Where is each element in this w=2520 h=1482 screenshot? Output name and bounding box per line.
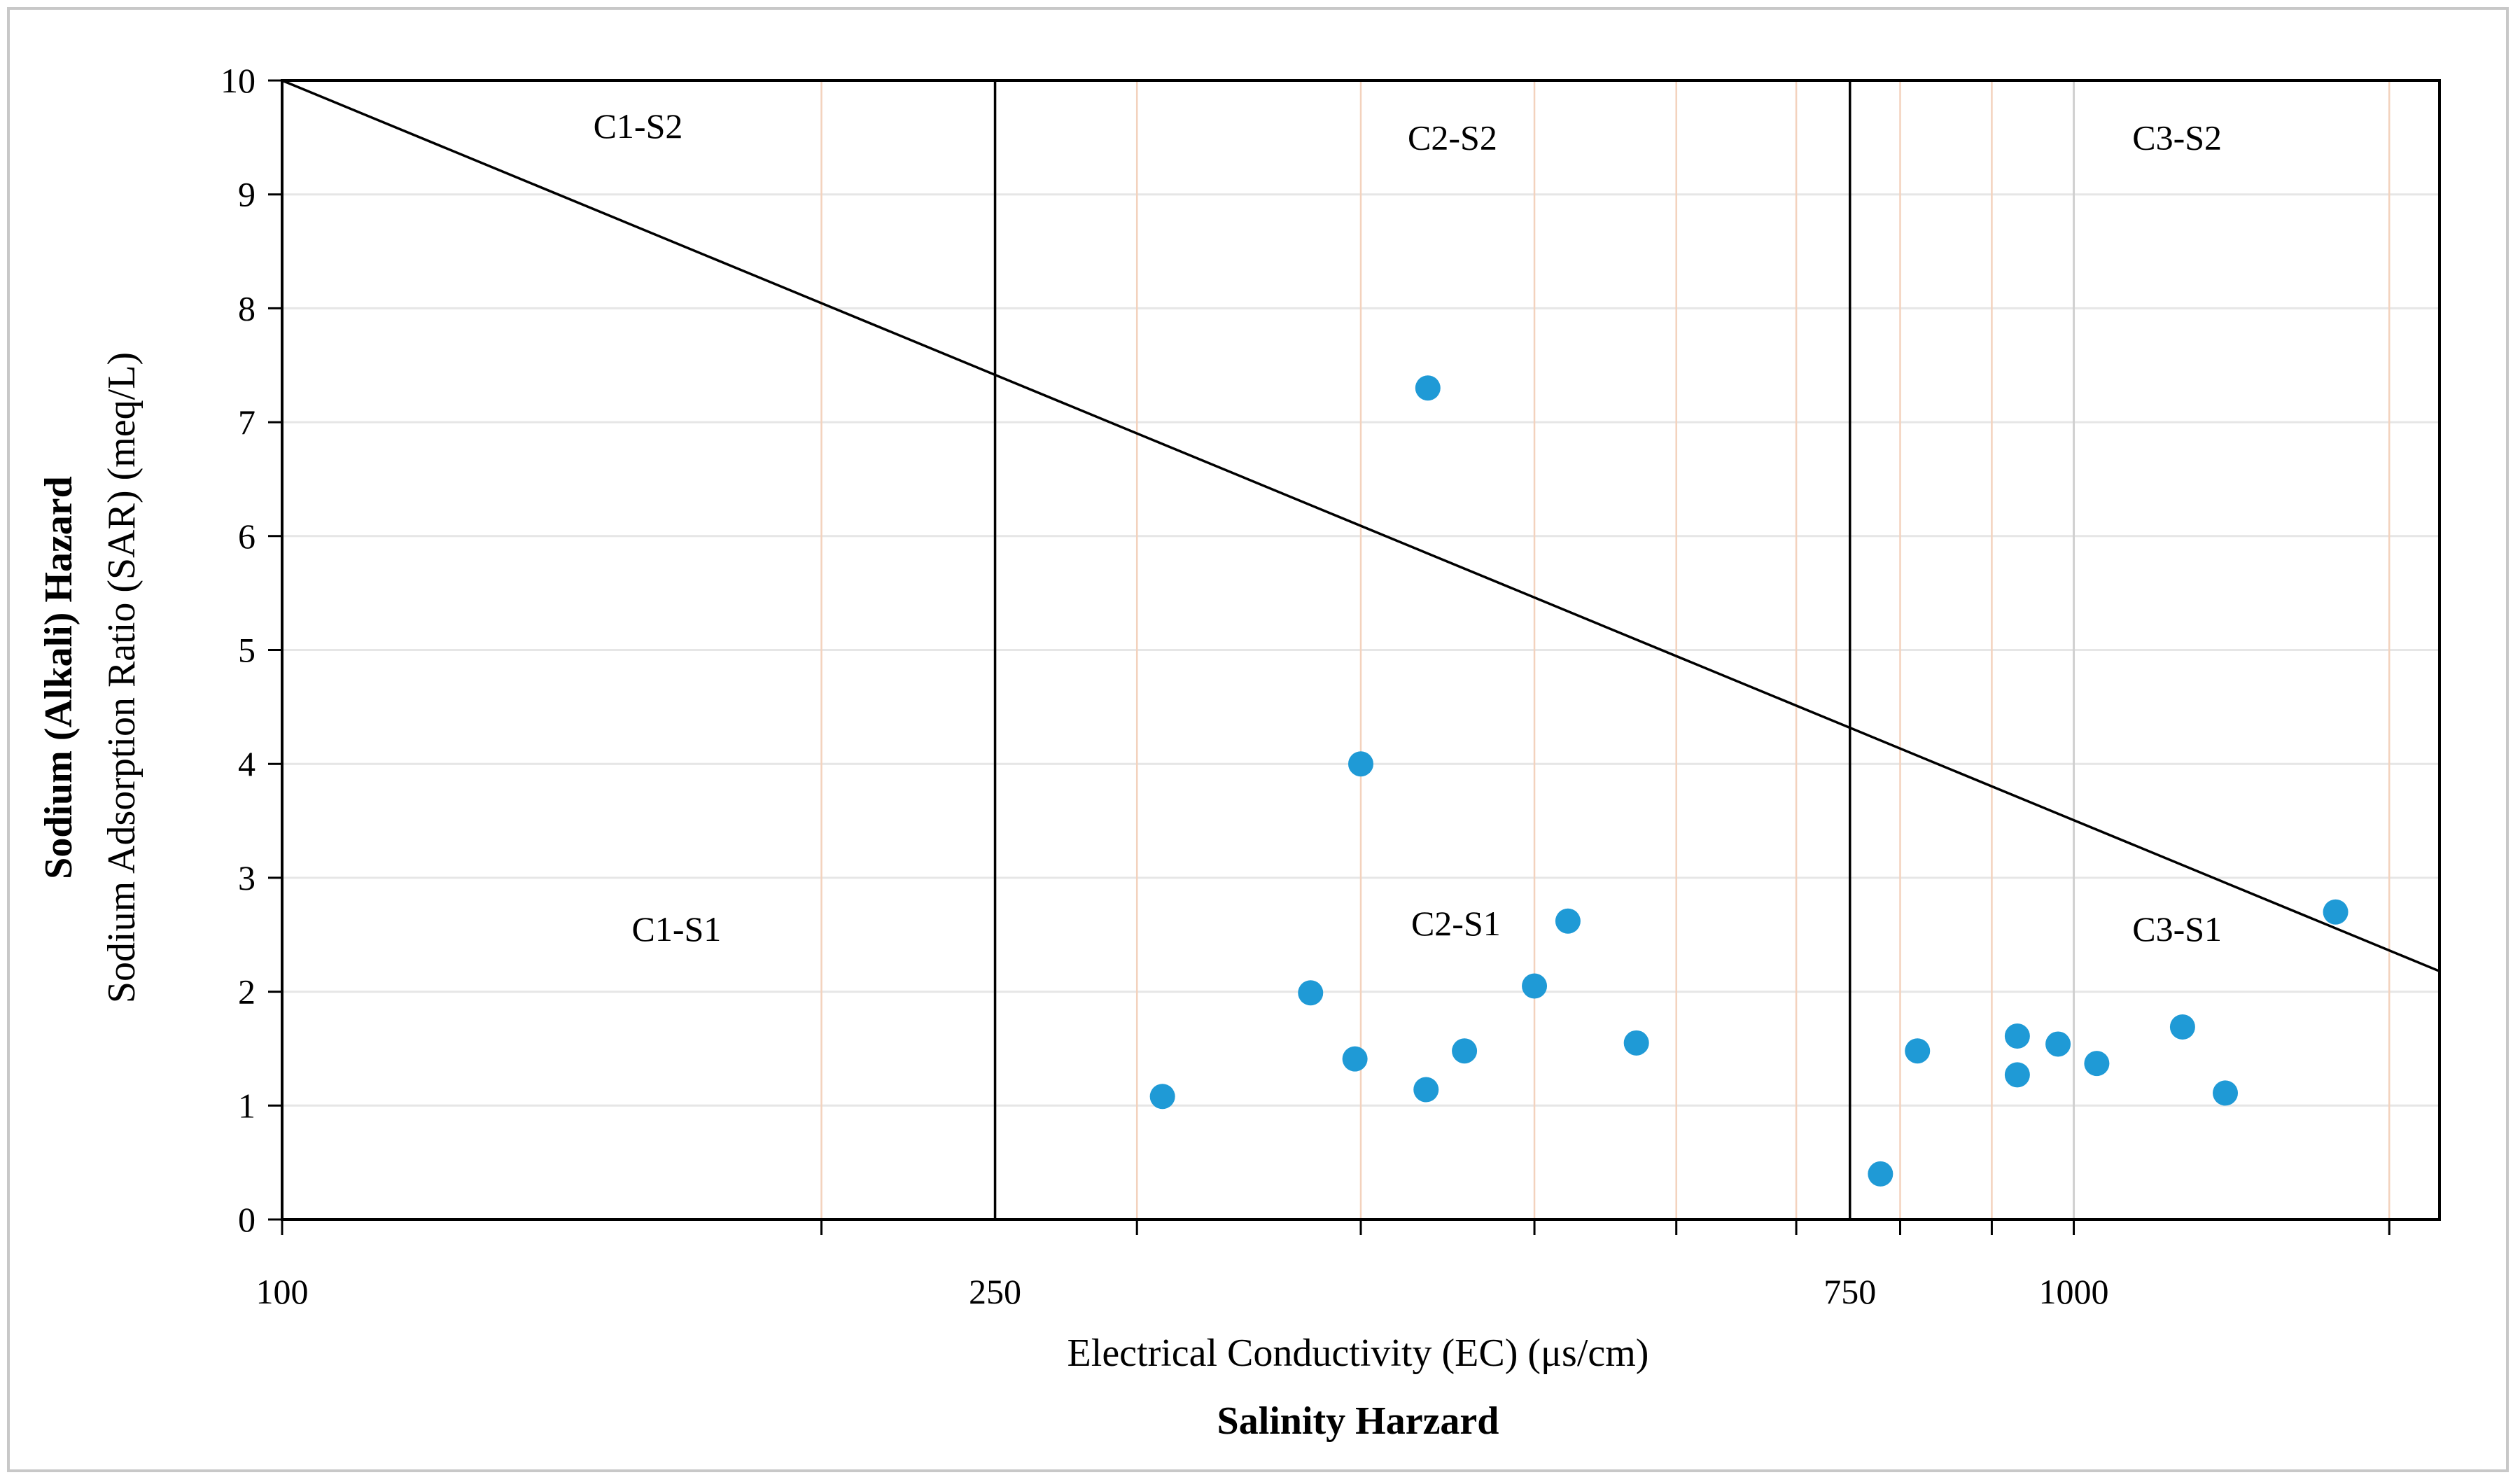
y-tick-label: 7 — [238, 403, 255, 442]
y-tick-label: 9 — [238, 175, 255, 214]
data-point — [2169, 1014, 2195, 1040]
data-point — [2213, 1080, 2239, 1106]
zone-label: C1-S1 — [631, 909, 721, 949]
y-tick-label: 4 — [238, 744, 255, 783]
data-point — [2084, 1051, 2110, 1077]
y-tick-label: 5 — [238, 631, 255, 670]
data-points — [1149, 375, 2348, 1187]
zone-labels: C1-S2 C2-S2 C3-S2 C1-S1 C2-S1 C3-S1 — [594, 106, 2222, 949]
x-tick-label: 750 — [1823, 1272, 1876, 1311]
data-point — [1149, 1084, 1175, 1110]
y-tick-label: 8 — [238, 288, 255, 328]
x-tick-label: 250 — [969, 1272, 1021, 1311]
y-tick-label: 6 — [238, 517, 255, 556]
data-point — [1623, 1030, 1649, 1056]
data-point — [2045, 1031, 2071, 1057]
zone-label: C2-S2 — [1408, 118, 1497, 157]
data-point — [1452, 1038, 1478, 1064]
data-point — [1342, 1046, 1368, 1072]
data-point — [1522, 973, 1548, 999]
y-tick-label: 3 — [238, 858, 255, 897]
y-tick-label: 1 — [238, 1086, 255, 1125]
data-point — [1348, 751, 1373, 777]
x-tick-label: 1000 — [2039, 1272, 2109, 1311]
axis-ticks: 100 250 750 1000 0 1 2 3 4 5 6 7 8 9 10 — [220, 61, 2390, 1311]
data-point — [2004, 1062, 2030, 1088]
x-axis-title: Electrical Conductivity (EC) (μs/cm) — [1068, 1331, 1649, 1375]
data-point — [1415, 375, 1441, 401]
zone-label: C2-S1 — [1411, 904, 1501, 943]
data-point — [1868, 1161, 1893, 1187]
data-point — [1555, 908, 1581, 934]
x-axis-group-title: Salinity Harzard — [1217, 1399, 1499, 1443]
data-point — [2004, 1023, 2030, 1049]
y-axis-group-title: Sodium (Alkali) Hazard — [37, 476, 80, 879]
data-point — [1413, 1077, 1439, 1103]
x-tick-label: 100 — [256, 1272, 309, 1311]
zone-label: C1-S2 — [594, 106, 683, 146]
y-tick-label: 0 — [238, 1200, 255, 1239]
classification-boundaries — [281, 79, 2440, 1219]
data-point — [1905, 1038, 1931, 1064]
zone-label: C3-S1 — [2132, 909, 2222, 949]
sodium-boundary-line — [281, 79, 2440, 972]
chart-frame — [7, 7, 2509, 1472]
y-axis-title: Sodium Adsorption Ratio (SAR) (meq/L) — [100, 352, 144, 1003]
data-point — [2323, 899, 2348, 925]
data-point — [1298, 980, 1324, 1006]
y-tick-label: 2 — [238, 972, 255, 1012]
y-tick-label: 10 — [220, 61, 255, 100]
zone-label: C3-S2 — [2132, 118, 2222, 157]
grid-lines — [282, 81, 2440, 1219]
